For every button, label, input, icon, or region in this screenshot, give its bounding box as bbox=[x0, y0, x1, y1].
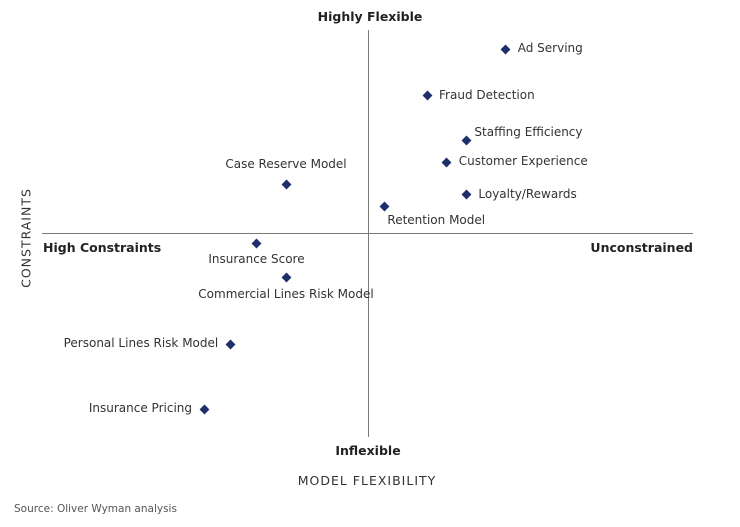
diamond-marker-icon bbox=[281, 272, 291, 283]
diamond-marker-icon bbox=[225, 339, 236, 350]
diamond-marker-icon bbox=[500, 44, 511, 55]
x-axis-title: MODEL FLEXIBILITY bbox=[297, 473, 437, 488]
data-point-label: Case Reserve Model bbox=[225, 156, 347, 171]
data-point-label: Customer Experience bbox=[458, 154, 588, 169]
data-point-label: Personal Lines Risk Model bbox=[63, 335, 219, 350]
pole-label-right: Unconstrained bbox=[590, 240, 693, 255]
source-note: Source: Oliver Wyman analysis bbox=[14, 503, 177, 515]
diamond-marker-icon bbox=[199, 404, 209, 415]
data-point-label: Insurance Score bbox=[208, 252, 305, 267]
data-point-label: Fraud Detection bbox=[439, 87, 535, 102]
pole-label-top: Highly Flexible bbox=[317, 9, 423, 24]
data-point-label: Ad Serving bbox=[517, 41, 583, 56]
diamond-marker-icon bbox=[441, 157, 452, 168]
data-point-label: Loyalty/Rewards bbox=[478, 186, 577, 201]
y-axis-title: CONSTRAINTS bbox=[18, 188, 34, 288]
diamond-marker-icon bbox=[461, 135, 472, 146]
vertical-axis-line bbox=[368, 30, 369, 437]
data-point-label: Staffing Efficiency bbox=[474, 125, 583, 140]
data-point-label: Retention Model bbox=[387, 212, 486, 227]
pole-label-bottom: Inflexible bbox=[335, 443, 401, 458]
diamond-marker-icon bbox=[281, 179, 291, 190]
diamond-marker-icon bbox=[251, 238, 262, 249]
diamond-marker-icon bbox=[422, 90, 432, 101]
diamond-marker-icon bbox=[379, 201, 390, 212]
pole-label-left: High Constraints bbox=[43, 240, 162, 255]
data-point-label: Insurance Pricing bbox=[88, 400, 192, 415]
horizontal-axis-line bbox=[42, 233, 693, 234]
diamond-marker-icon bbox=[461, 189, 472, 200]
data-point-label: Commercial Lines Risk Model bbox=[198, 286, 374, 301]
